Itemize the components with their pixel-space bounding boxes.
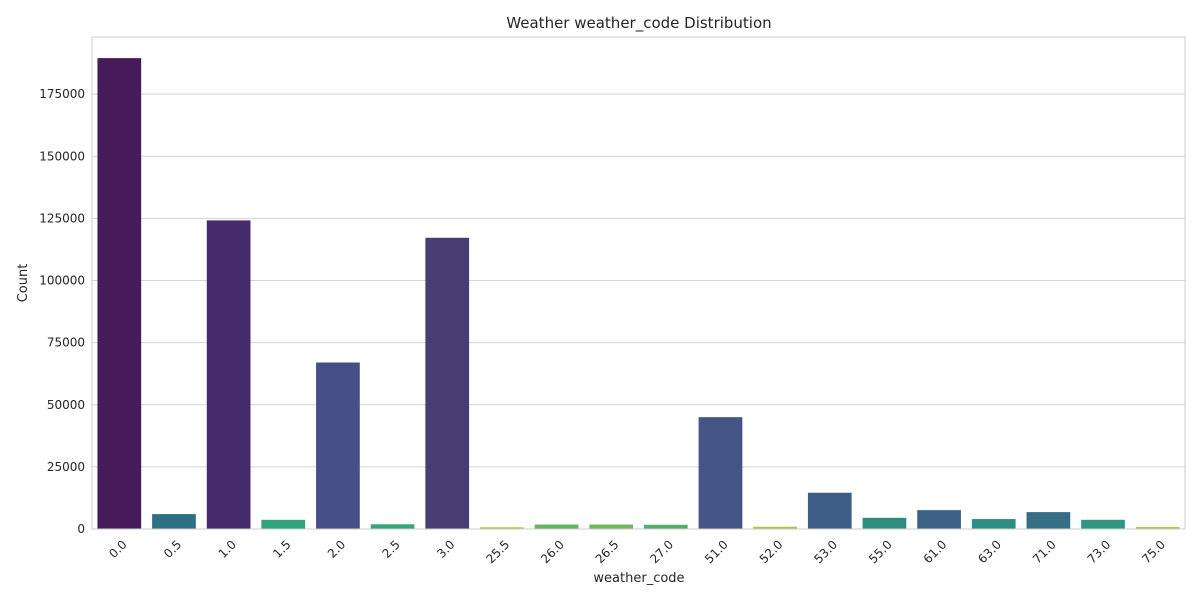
x-axis-label: weather_code (593, 571, 684, 586)
y-tick-label: 175000 (39, 87, 85, 101)
bar (643, 524, 688, 529)
bar (1135, 527, 1180, 529)
y-tick-label: 125000 (39, 211, 85, 225)
y-tick-label: 100000 (39, 274, 85, 288)
y-tick-label: 150000 (39, 149, 85, 163)
y-tick-label: 0 (77, 522, 85, 536)
y-tick-label: 25000 (47, 460, 85, 474)
bar (807, 492, 852, 529)
bar (862, 517, 907, 529)
bar (206, 220, 251, 529)
bar (261, 519, 306, 529)
bar (698, 417, 743, 529)
bar (370, 524, 415, 529)
bar (97, 58, 142, 529)
bar (971, 519, 1016, 529)
bar (917, 510, 961, 529)
bar (534, 524, 579, 529)
y-tick-label: 50000 (47, 398, 85, 412)
bars (97, 58, 1180, 529)
bar (152, 514, 196, 529)
y-tick-labels: 0 25000 50000 75000 100000 125000 150000 175000 (39, 87, 85, 536)
bar (589, 524, 634, 529)
bar (1081, 519, 1125, 529)
bar (1026, 512, 1071, 529)
chart-title: Weather weather_code Distribution (506, 14, 771, 33)
y-tick-label: 75000 (47, 336, 85, 350)
bar (753, 526, 797, 529)
plot-frame (91, 36, 1186, 530)
bar (316, 362, 360, 529)
bar (425, 237, 470, 529)
y-axis-label: Count (16, 264, 31, 303)
bar (480, 527, 524, 529)
grid-lines (92, 93, 1185, 530)
